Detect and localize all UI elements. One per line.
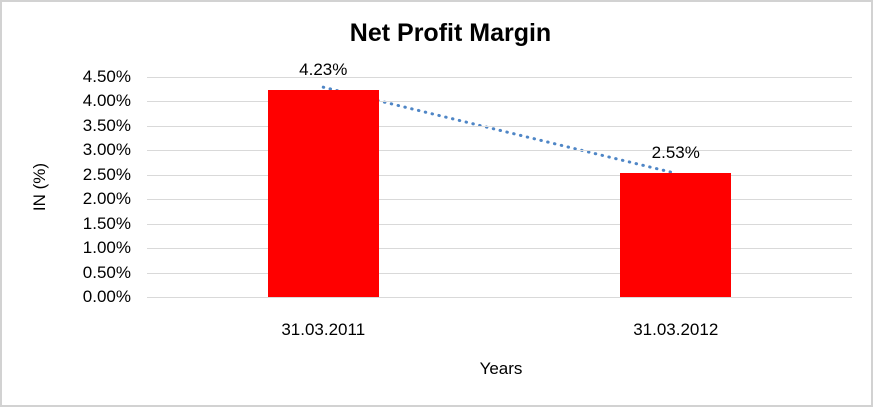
y-tick-label: 0.50% [82, 262, 131, 282]
x-axis-tick-labels: 31.03.2011 31.03.2012 [147, 320, 852, 342]
chart-title: Net Profit Margin [349, 19, 552, 47]
x-axis-title: Years [479, 359, 523, 378]
y-tick-label: 3.00% [82, 140, 131, 160]
y-tick-label: 4.00% [82, 91, 131, 111]
gridline [147, 223, 852, 225]
y-tick-label: 3.50% [82, 115, 131, 135]
gridline [147, 174, 852, 176]
gridline [147, 125, 852, 127]
y-tick-label: 2.50% [82, 164, 131, 184]
gridline [147, 248, 852, 250]
y-tick-label: 0.00% [82, 287, 131, 306]
bar-31.03.2012 [620, 173, 732, 297]
gridline [147, 101, 852, 103]
gridline [147, 272, 852, 274]
gridline [147, 297, 852, 298]
y-tick-label: 2.00% [82, 189, 131, 209]
bar-31.03.2011 [267, 90, 379, 297]
y-axis-tick-labels: 4.50% 4.00% 3.50% 3.00% 2.50% 2.00% 1.50% 1.00%… [2, 67, 139, 306]
bar-data-label: 2.53% [651, 143, 700, 163]
gridline [147, 150, 852, 152]
x-tick-label: 31.03.2012 [633, 320, 719, 339]
trendline [321, 85, 678, 175]
y-tick-label: 4.50% [82, 67, 131, 86]
gridline [147, 199, 852, 201]
x-tick-label: 31.03.2011 [281, 320, 366, 339]
y-tick-label: 1.00% [82, 238, 131, 258]
gridline [147, 77, 852, 78]
y-tick-label: 1.50% [82, 213, 131, 233]
bar-data-label: 4.23% [299, 60, 348, 80]
plot-area: 4.23% 2.53% [147, 60, 852, 298]
